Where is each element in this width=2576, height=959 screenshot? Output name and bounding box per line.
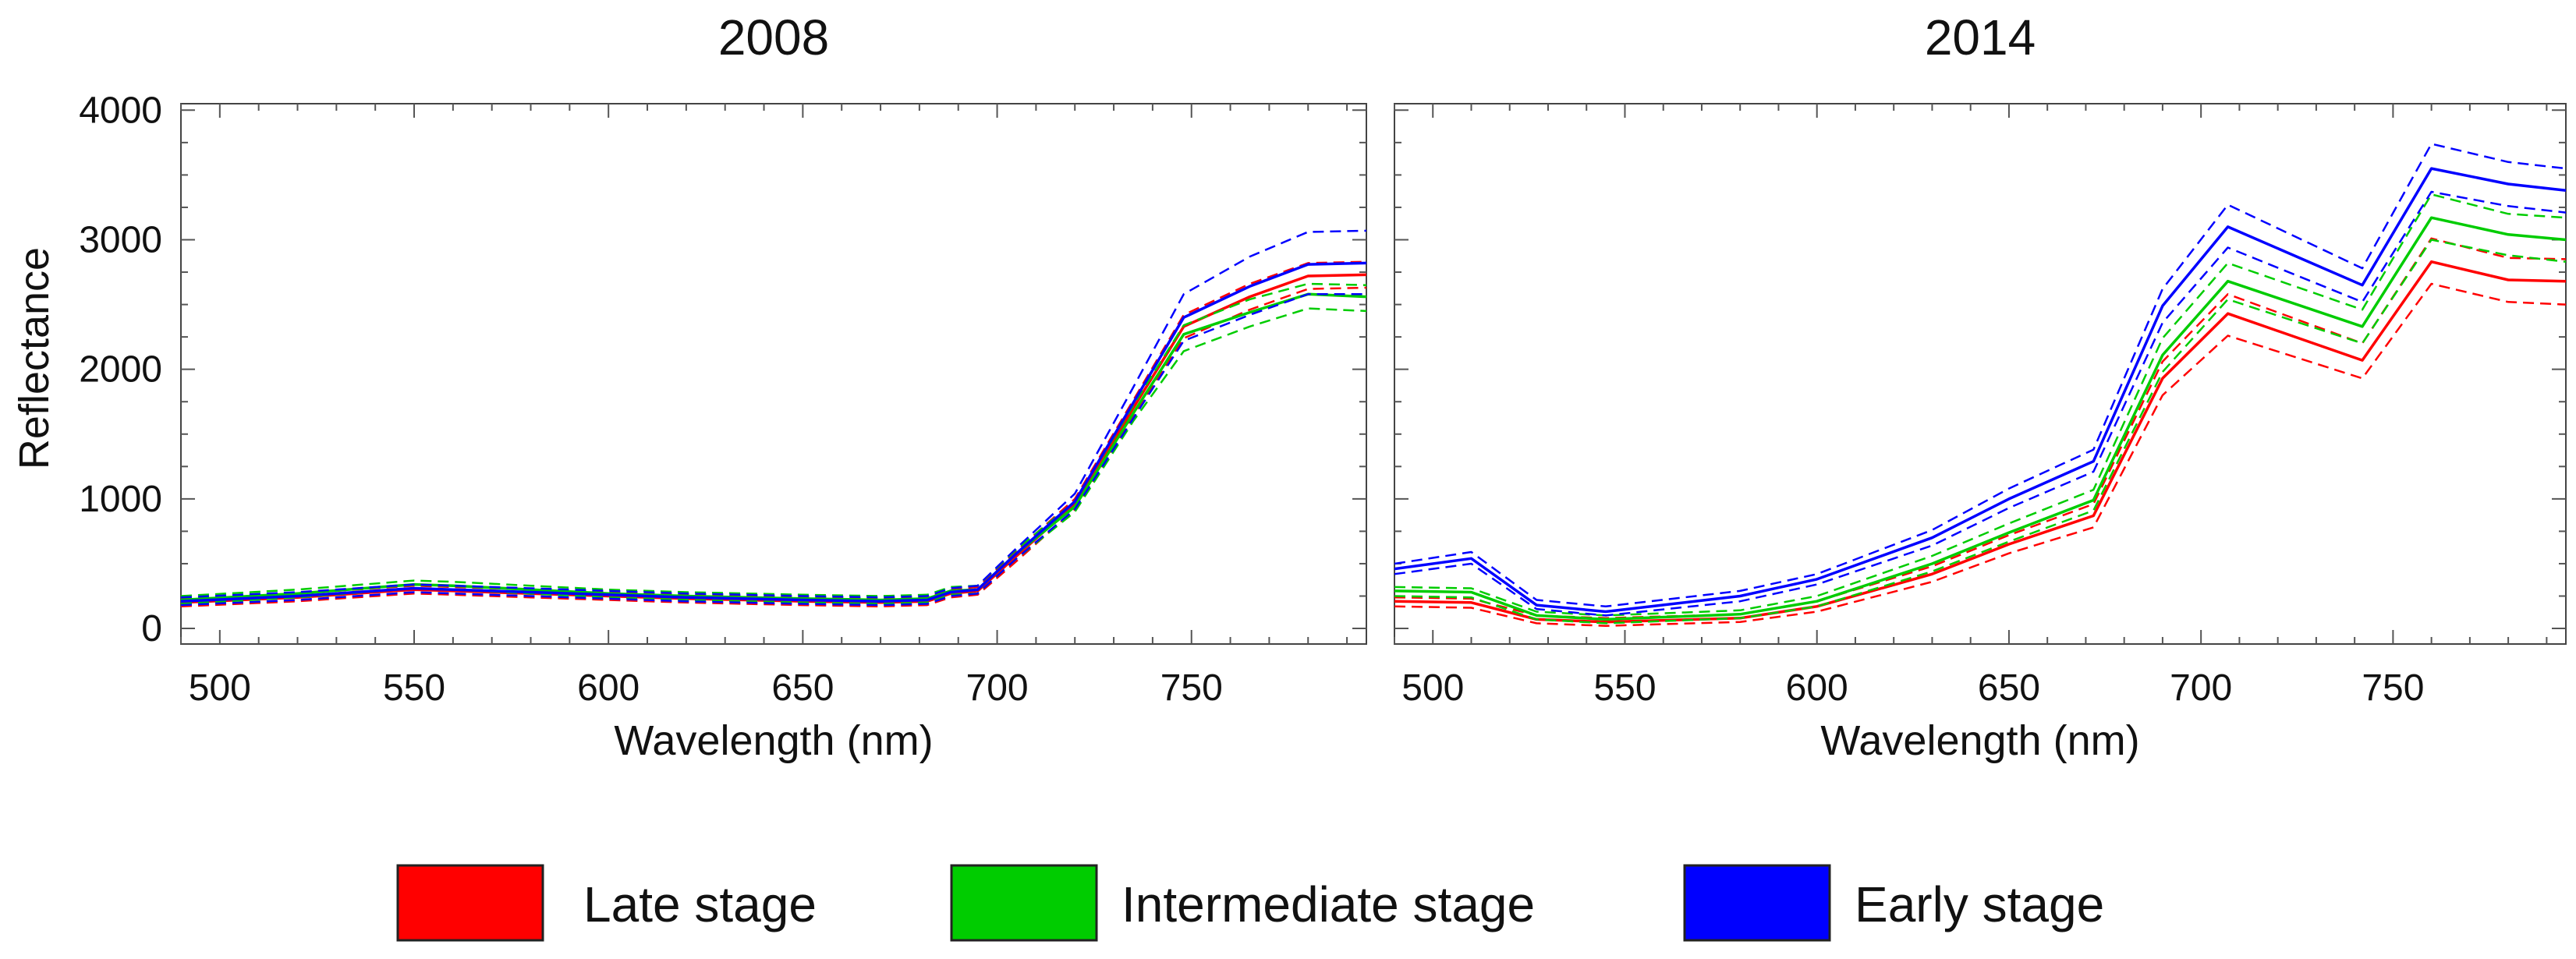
- x-tick-label: 700: [2170, 667, 2232, 709]
- plot-frame: [1394, 103, 2567, 645]
- legend-swatch: [396, 864, 544, 942]
- legend-label: Early stage: [1855, 876, 2104, 932]
- x-axis-label: Wavelength (nm): [1820, 717, 2139, 764]
- legend-item: Intermediate stage: [950, 864, 1535, 942]
- y-tick-label: 1000: [79, 479, 162, 520]
- plot-frame: [180, 103, 1367, 645]
- x-tick-label: 700: [966, 667, 1029, 709]
- x-tick-label: 650: [1978, 667, 2040, 709]
- chart-panel-2008: 2008 500 550 600 650 700 750 0 1000 2000 3000 4000 W…: [11, 9, 1367, 764]
- series-line-intermediate-stage: [1394, 216, 2566, 621]
- series-line-early-stage-lower: [181, 293, 1366, 607]
- series-line-early-stage-lower: [1394, 190, 2566, 617]
- series-line-early-stage-upper: [1394, 143, 2566, 608]
- y-tick-label: 3000: [79, 219, 162, 260]
- series-line-late-stage: [1394, 260, 2566, 624]
- legend-label: Intermediate stage: [1121, 876, 1535, 932]
- x-tick-label: 550: [383, 667, 445, 709]
- legend: Late stage Intermediate stage Early stage: [396, 864, 2104, 942]
- series-line-late-stage-lower: [1394, 282, 2566, 627]
- x-tick-label: 650: [771, 667, 834, 709]
- legend-label: Late stage: [583, 876, 817, 932]
- y-tick-label: 2000: [79, 349, 162, 391]
- y-tick-label: 4000: [79, 90, 162, 131]
- x-tick-label: 750: [2362, 667, 2424, 709]
- x-tick-label: 600: [577, 667, 640, 709]
- x-axis-label: Wavelength (nm): [614, 717, 933, 764]
- series-group: [1394, 143, 2566, 627]
- legend-item: Late stage: [396, 864, 817, 942]
- x-tick-label: 500: [1401, 667, 1464, 709]
- series-line-intermediate-stage-upper: [181, 282, 1366, 597]
- legend-item: Early stage: [1683, 864, 2104, 942]
- x-tick-label: 550: [1593, 667, 1656, 709]
- series-group: [181, 229, 1366, 608]
- series-line-early-stage: [181, 261, 1366, 603]
- series-line-early-stage-upper: [181, 229, 1366, 599]
- chart-panels: 2008 500 550 600 650 700 750 0 1000 2000 3000 4000 W…: [11, 9, 2567, 764]
- y-axis-label: Reflectance: [11, 247, 58, 469]
- y-tick-label: 0: [141, 608, 162, 649]
- chart-title: 2008: [718, 9, 829, 65]
- legend-swatch: [1683, 864, 1831, 942]
- series-line-early-stage: [1394, 167, 2566, 614]
- x-tick-label: 750: [1160, 667, 1223, 709]
- legend-swatch: [950, 864, 1098, 942]
- series-line-late-stage-lower: [181, 286, 1366, 608]
- x-tick-label: 600: [1786, 667, 1848, 709]
- x-tick-label: 500: [189, 667, 251, 709]
- series-line-intermediate-stage-upper: [1394, 193, 2566, 617]
- chart-title: 2014: [1925, 9, 2036, 65]
- chart-panel-2014: 2014 500 550 600 650 700 750 Wavelength (nm): [1394, 9, 2567, 764]
- series-line-intermediate-stage-lower: [181, 307, 1366, 605]
